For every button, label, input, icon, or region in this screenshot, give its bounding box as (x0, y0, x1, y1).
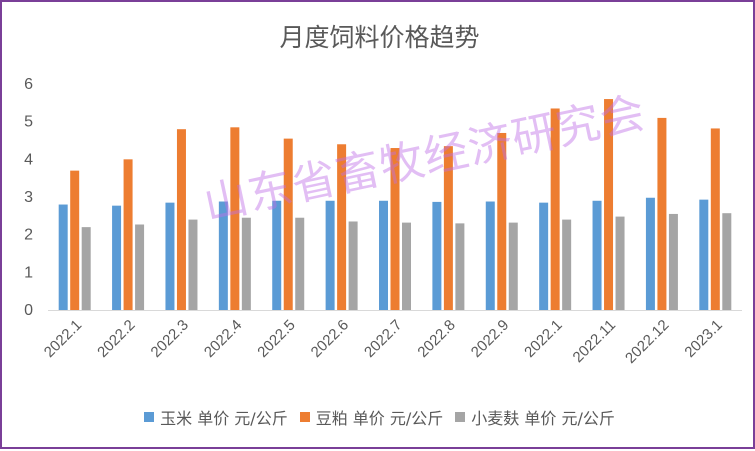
bar-series-3 (348, 221, 358, 310)
y-tick-label: 2 (24, 227, 33, 244)
x-tick-label: 2022.8 (414, 317, 458, 361)
x-tick-label: 2022.4 (201, 317, 245, 361)
bar-series-3 (81, 227, 91, 310)
y-axis: 0 1 2 3 4 5 6 (24, 76, 33, 319)
bar-series-3 (135, 224, 145, 310)
x-tick-label: 2022.6 (308, 317, 352, 361)
legend-swatch (144, 412, 155, 422)
legend-swatch (299, 412, 310, 422)
bar-series-1 (539, 202, 549, 310)
y-tick-label: 0 (24, 302, 33, 319)
legend: 玉米 单价 元/公斤 豆粕 单价 元/公斤 小麦麸 单价 元/公斤 (2, 405, 755, 429)
legend-label: 小麦麸 单价 元/公斤 (471, 409, 615, 428)
bar-series-2 (70, 170, 80, 310)
bar-series-1 (379, 200, 388, 310)
x-axis: 2022.1 2022.2 2022.3 2022.4 2022.5 2022.6 2022… (41, 310, 742, 367)
bar-series-3 (562, 219, 572, 310)
bar-series-2 (657, 117, 667, 311)
bar-series-2 (390, 148, 400, 310)
bar-series-2 (283, 138, 293, 310)
x-tick-label: 2022.5 (254, 317, 298, 361)
x-tick-label: 2022.3 (148, 317, 192, 361)
y-tick-label: 1 (24, 264, 33, 281)
x-tick-label: 2022.9 (468, 317, 512, 361)
bar-series-2 (123, 159, 133, 310)
bar-series-3 (295, 217, 305, 310)
bar-series-1 (485, 201, 495, 310)
bar-series-2 (443, 146, 453, 310)
bar-series-3 (615, 216, 625, 310)
bar-series-1 (645, 197, 655, 310)
x-tick-label: 2022.12 (622, 317, 672, 367)
x-tick-label: 2022.7 (361, 317, 405, 361)
bar-series-3 (402, 222, 411, 310)
bar-series-2 (337, 144, 347, 310)
y-tick-label: 4 (24, 151, 33, 168)
bar-series-2 (497, 132, 507, 310)
bar-series-3 (455, 223, 465, 310)
x-tick-label: 2022.1 (41, 317, 85, 361)
legend-label: 玉米 单价 元/公斤 (160, 409, 288, 428)
bar-series-3 (188, 219, 198, 310)
bar-series-2 (176, 129, 186, 310)
legend-item: 豆粕 单价 元/公斤 (299, 405, 444, 429)
legend-swatch (455, 412, 466, 422)
bar-series-3 (241, 217, 251, 310)
y-tick-label: 6 (24, 76, 33, 93)
bar-series-1 (592, 200, 602, 310)
bar-series-3 (508, 222, 518, 310)
legend-label: 豆粕 单价 元/公斤 (315, 409, 444, 428)
bar-series-2 (604, 99, 614, 310)
legend-item: 小麦麸 单价 元/公斤 (455, 405, 615, 429)
bar-series-3 (668, 213, 678, 310)
x-tick-label: 2022.1 (521, 317, 565, 361)
bar-series-1 (699, 199, 709, 310)
x-tick-label: 2023.1 (681, 317, 725, 361)
bar-series-1 (112, 205, 122, 310)
bar-series-1 (218, 201, 228, 310)
bar-series-1 (432, 201, 442, 310)
bar-series-1 (58, 204, 68, 310)
bar-series-1 (165, 202, 175, 310)
bar-series-2 (230, 127, 240, 310)
bar-series-3 (722, 213, 732, 310)
bar-series-2 (550, 108, 560, 310)
bars (58, 99, 732, 311)
bar-series-2 (710, 128, 720, 310)
y-tick-label: 5 (24, 114, 33, 131)
chart-title: 月度饲料价格趋势 (279, 23, 480, 52)
bar-series-1 (325, 200, 335, 310)
y-tick-label: 3 (24, 189, 33, 206)
legend-item: 玉米 单价 元/公斤 (144, 405, 288, 429)
x-tick-label: 2022.11 (570, 317, 620, 367)
bar-series-1 (272, 200, 282, 310)
x-tick-label: 2022.2 (94, 317, 138, 361)
